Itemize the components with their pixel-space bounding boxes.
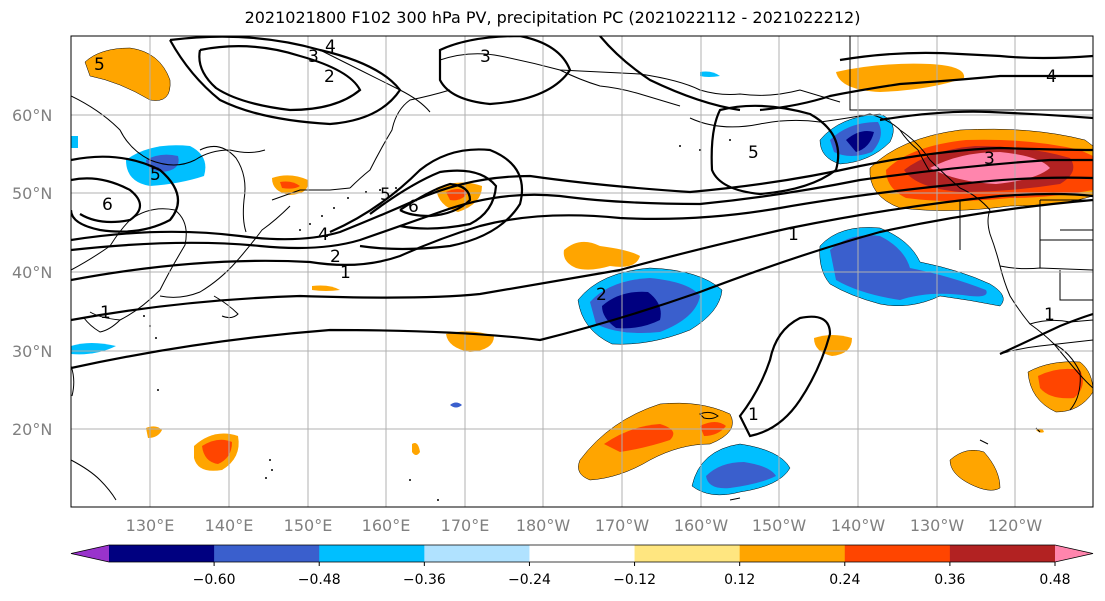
colorbar-tick-label: −0.24 bbox=[508, 572, 551, 588]
pv-contour-label: 6 bbox=[102, 195, 113, 215]
lat-label: 20°N bbox=[12, 420, 52, 439]
colorbar-max-extension bbox=[1055, 545, 1093, 562]
precip-positive-area bbox=[1038, 368, 1083, 399]
lon-label: 140°W bbox=[831, 516, 886, 535]
lon-label: 160°W bbox=[674, 516, 729, 535]
lat-label: 30°N bbox=[12, 342, 52, 361]
lon-label: 150°E bbox=[284, 516, 333, 535]
pv-contour-label: 3 bbox=[480, 47, 491, 67]
colorbar-swatch bbox=[634, 545, 741, 562]
colorbar-tick-label: −0.12 bbox=[613, 572, 656, 588]
lon-label: 140°E bbox=[205, 516, 254, 535]
colorbar-tick-label: 0.48 bbox=[1039, 572, 1070, 588]
precip-negative-area bbox=[450, 402, 462, 408]
lat-label: 50°N bbox=[12, 184, 52, 203]
map-panel: 5 3 4 2 3 6 5 6 4 2 1 5 1 2 1 1 5 4 3 1 bbox=[71, 36, 1093, 507]
precip-negative-area bbox=[830, 235, 987, 300]
colorbar-outline bbox=[70, 544, 1094, 563]
pv-contour-label: 4 bbox=[325, 37, 336, 57]
colorbar-tick-label: 0.36 bbox=[934, 572, 965, 588]
lon-label: 120°W bbox=[988, 516, 1043, 535]
precip-positive-area bbox=[836, 63, 965, 92]
precip-positive-area bbox=[412, 443, 420, 455]
pv-contour-label: 1 bbox=[748, 405, 759, 425]
colorbar: −0.60 −0.48 −0.36 −0.24 −0.12 0.12 0.24 0.36 0.4… bbox=[70, 544, 1094, 588]
map-frame bbox=[70, 35, 1094, 508]
colorbar-swatch bbox=[529, 545, 636, 562]
map-title: 2021021800 F102 300 hPa PV, precipitatio… bbox=[244, 8, 861, 27]
colorbar-swatch bbox=[214, 545, 320, 562]
precip-positive-area bbox=[446, 189, 468, 201]
pv-contours bbox=[71, 36, 1093, 438]
colorbar-swatch bbox=[949, 545, 1056, 562]
precip-positive-area bbox=[280, 181, 300, 189]
colorbar-swatch bbox=[844, 545, 951, 562]
precip-negative-area bbox=[700, 71, 720, 77]
lon-label: 160°E bbox=[362, 516, 411, 535]
pv-contour-label: 1 bbox=[100, 303, 111, 323]
pv-contour-label: 3 bbox=[308, 47, 319, 67]
colorbar-swatch bbox=[424, 545, 530, 562]
colorbar-tick-label: 0.24 bbox=[829, 572, 860, 588]
pv-contour-label: 4 bbox=[318, 225, 329, 245]
pv-contour-label: 1 bbox=[1044, 305, 1055, 325]
lon-label: 130°W bbox=[910, 516, 965, 535]
pv-contour-label: 2 bbox=[324, 67, 335, 87]
precip-positive-area bbox=[949, 450, 1001, 491]
colorbar-tick-label: −0.48 bbox=[298, 572, 341, 588]
lon-label: 150°W bbox=[752, 516, 807, 535]
lon-label: 180°W bbox=[516, 516, 571, 535]
lon-label: 130°E bbox=[126, 516, 175, 535]
pv-contour-label: 6 bbox=[408, 197, 419, 217]
lon-label: 170°E bbox=[441, 516, 490, 535]
pv-contour-label: 2 bbox=[596, 285, 607, 305]
pv-contour-label: 3 bbox=[984, 149, 995, 169]
pv-contour-label: 1 bbox=[788, 225, 799, 245]
precip-positive-area bbox=[446, 331, 494, 352]
precip-negative-area bbox=[71, 136, 78, 148]
colorbar-min-extension bbox=[71, 545, 109, 562]
precip-positive-area bbox=[563, 241, 640, 270]
pv-contour-label: 5 bbox=[748, 143, 759, 163]
lat-label: 60°N bbox=[12, 106, 52, 125]
lat-labels: 60°N 50°N 40°N 30°N 20°N bbox=[12, 106, 52, 439]
lon-label: 170°W bbox=[595, 516, 650, 535]
colorbar-swatch bbox=[109, 545, 215, 562]
lon-labels: 130°E 140°E 150°E 160°E 170°E 180°W 170°… bbox=[126, 516, 1043, 535]
pv-contour-label: 1 bbox=[340, 263, 351, 283]
colorbar-tick-label: −0.60 bbox=[193, 572, 236, 588]
colorbar-swatch bbox=[739, 545, 846, 562]
colorbar-swatch bbox=[319, 545, 425, 562]
pv-contour-label: 5 bbox=[150, 165, 161, 185]
pv-contour-label: 5 bbox=[380, 185, 391, 205]
pv-contour-label: 4 bbox=[1046, 67, 1057, 87]
precip-positive-area bbox=[604, 424, 674, 452]
colorbar-tick-label: 0.12 bbox=[724, 572, 755, 588]
pv-contour-label: 5 bbox=[94, 55, 105, 75]
colorbar-tick-label: −0.36 bbox=[403, 572, 446, 588]
precip-positive-area bbox=[312, 285, 340, 291]
precip-negative-area bbox=[846, 131, 874, 152]
precip-positive-area bbox=[202, 439, 232, 464]
lat-label: 40°N bbox=[12, 263, 52, 282]
precip-shading bbox=[71, 47, 1093, 496]
precip-positive-area bbox=[930, 152, 1050, 184]
precip-positive-area bbox=[84, 47, 171, 101]
pv-contour-labels: 5 3 4 2 3 6 5 6 4 2 1 5 1 2 1 1 5 4 3 1 bbox=[94, 37, 1057, 425]
precip-negative-area bbox=[706, 462, 776, 489]
pv-contour-label: 2 bbox=[330, 247, 341, 267]
